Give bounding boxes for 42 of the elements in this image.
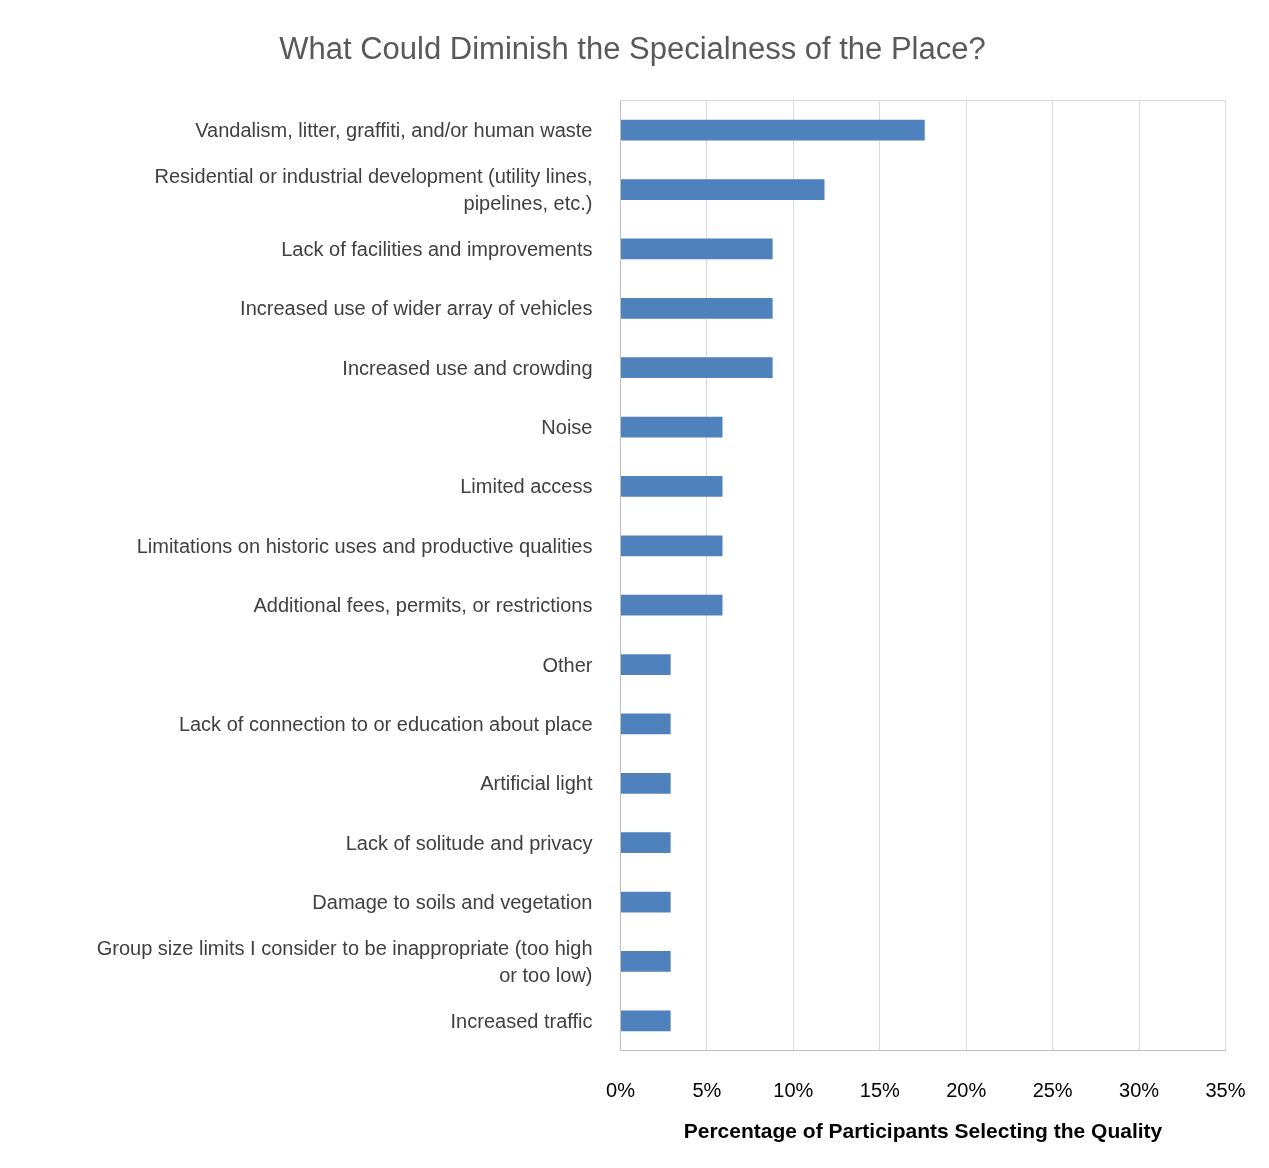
y-tick-label: Group size limits I consider to be inappropriate (too high or too low) xyxy=(96,937,593,986)
x-tick-label: 10% xyxy=(773,1078,814,1101)
bar xyxy=(620,832,671,854)
y-tick-label: Increased use of wider array of vehicles xyxy=(240,297,593,320)
bar xyxy=(620,772,671,794)
x-tick-label: 0% xyxy=(606,1078,636,1101)
bar xyxy=(620,357,773,379)
y-tick-label: Lack of solitude and privacy xyxy=(345,831,593,854)
x-tick-label: 35% xyxy=(1205,1078,1246,1101)
y-tick-label: Lack of facilities and improvements xyxy=(281,237,593,260)
y-tick-label: Limited access xyxy=(460,475,593,498)
bar xyxy=(620,179,825,200)
y-tick-label: Residential or industrial development (utility lines, pipelines, etc.) xyxy=(154,165,593,214)
y-tick-label: Additional fees, permits, or restrictions xyxy=(253,594,593,617)
y-tick-label: Lack of connection to or education about place xyxy=(178,712,593,735)
y-tick-label: Noise xyxy=(541,416,593,439)
bar xyxy=(620,238,773,260)
bar xyxy=(620,1010,671,1032)
bar xyxy=(620,535,723,557)
y-tick-label: Limitations on historic uses and productive qualities xyxy=(136,534,593,557)
y-tick-label: Vandalism, litter, graffiti, and/or human waste xyxy=(195,119,593,142)
bar xyxy=(620,951,671,972)
x-tick-label: 15% xyxy=(859,1078,901,1101)
bar xyxy=(620,654,671,675)
bar xyxy=(620,297,773,319)
chart-title: What Could Diminish the Specialness of the Place? xyxy=(279,30,986,68)
x-tick-label: 5% xyxy=(692,1078,722,1101)
bar xyxy=(620,594,723,616)
y-tick-label: Damage to soils and vegetation xyxy=(312,891,593,914)
y-tick-label: Artificial light xyxy=(480,772,593,795)
bar xyxy=(620,476,723,497)
x-tick-label: 20% xyxy=(946,1078,987,1101)
y-tick-label: Increased traffic xyxy=(450,1009,593,1032)
x-tick-label: 30% xyxy=(1119,1078,1160,1101)
y-tick-label: Other xyxy=(542,653,593,676)
bar xyxy=(620,891,671,913)
x-tick-label: 25% xyxy=(1032,1078,1073,1101)
x-axis-title: Percentage of Participants Selecting the Quality xyxy=(683,1118,1163,1142)
bar xyxy=(620,416,723,438)
bar xyxy=(620,713,671,735)
bar xyxy=(620,119,925,141)
y-tick-label: Increased use and crowding xyxy=(342,356,593,379)
